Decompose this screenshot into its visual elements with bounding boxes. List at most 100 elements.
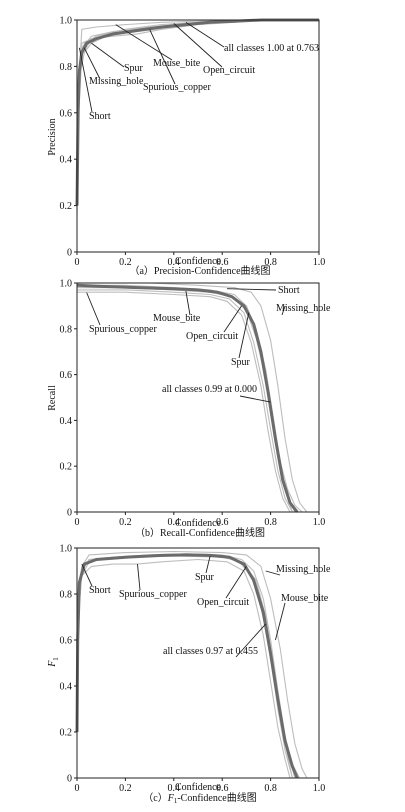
annotation-leader <box>223 305 242 333</box>
y-tick-label: 0.2 <box>60 201 73 212</box>
y-axis-label-sub: 1 <box>52 657 60 661</box>
y-tick-label: 0.4 <box>60 416 73 427</box>
x-tick-label: 0 <box>75 517 80 528</box>
series-line-spurious-copper <box>76 558 291 779</box>
y-tick-label: 0.6 <box>60 108 73 119</box>
y-tick-label: 0.2 <box>60 728 73 739</box>
x-tick-label: 0.2 <box>119 517 132 528</box>
x-tick-label: 0.8 <box>264 783 277 794</box>
x-tick-label: 0.4 <box>168 257 181 268</box>
annotation-leader <box>238 312 250 359</box>
annotation-leader <box>265 570 281 576</box>
annotation-label: all classes 1.00 at 0.763 <box>224 43 319 54</box>
plot-frame <box>76 547 320 779</box>
x-tick-label: 0.6 <box>216 517 229 528</box>
x-axis-label: Confidence <box>175 782 222 793</box>
x-tick-label: 0.4 <box>168 783 181 794</box>
y-axis-label: F1 <box>47 657 60 668</box>
x-tick-label: 0.2 <box>119 257 132 268</box>
annotation-leader <box>137 564 141 591</box>
x-tick-label: 1.0 <box>313 257 326 268</box>
annotation-label: all classes 0.99 at 0.000 <box>162 384 257 395</box>
x-axis-label: Confidence <box>175 518 222 529</box>
plot-frame <box>76 19 320 253</box>
y-tick-label: 0 <box>67 248 72 259</box>
series-line-all-classes <box>75 18 319 206</box>
annotation-label: Mouse_bite <box>153 313 201 324</box>
annotation-leader <box>173 23 223 68</box>
caption-sub: 1 <box>174 797 178 805</box>
annotation-label: Spur <box>231 357 251 368</box>
annotation-leader <box>185 290 191 316</box>
annotation-label: Spurious_copper <box>119 589 187 600</box>
plot-frame <box>76 282 320 513</box>
figure-caption: （b）Recall-Confidence曲线图 <box>135 526 265 539</box>
annotation-leader <box>83 47 101 80</box>
series-line-spurious-copper <box>77 291 291 513</box>
annotation-label: Mouse_bite <box>281 593 329 604</box>
y-axis-label: Recall <box>47 385 58 411</box>
y-tick-label: 0.4 <box>60 155 73 166</box>
figure-caption: （a）Precision-Confidence曲线图 <box>129 264 270 277</box>
annotation-leader <box>281 305 286 316</box>
annotation-leader <box>78 47 93 113</box>
y-tick-label: 0.8 <box>60 324 73 335</box>
annotation-label: Spur <box>124 63 144 74</box>
x-tick-label: 0.6 <box>216 257 229 268</box>
annotation-leader <box>185 21 225 48</box>
annotation-label: Mouse_bite <box>153 58 201 69</box>
y-tick-label: 0.8 <box>60 590 73 601</box>
x-tick-label: 0.4 <box>168 517 181 528</box>
plot-area <box>77 548 319 778</box>
x-axis-label: Confidence <box>175 256 222 267</box>
y-tick-label: 1.0 <box>60 16 73 27</box>
annotation-leader <box>235 623 267 658</box>
annotation-label: Short <box>89 585 111 596</box>
figure-caption: （c）F1-Confidence曲线图 <box>143 791 257 805</box>
y-axis-label: Precision <box>47 118 58 155</box>
y-tick-label: 0 <box>67 774 72 785</box>
annotation-leader <box>205 555 211 574</box>
chart-panel-2: 0 0.2 0.4 0.6 0.8 1.0 0 0.2 0.4 0.6 0.8 1.0 Confiden… <box>47 279 331 540</box>
x-tick-label: 0.8 <box>264 257 277 268</box>
annotation-leader <box>86 292 101 326</box>
y-tick-label: 1.0 <box>60 279 73 290</box>
y-tick-label: 1.0 <box>60 544 73 555</box>
plot-area <box>77 20 319 252</box>
annotation-label: all classes 0.97 at 0.455 <box>163 646 258 657</box>
annotation-leader <box>91 42 125 68</box>
series-line-missing-hole <box>77 282 308 513</box>
y-tick-label: 0.6 <box>60 636 73 647</box>
chart-panel-3: 0 0.2 0.4 0.6 0.8 1.0 0 0.2 0.4 0.6 0.8 1.0 Confiden… <box>47 544 331 806</box>
annotation-leader <box>115 24 173 61</box>
annotation-label: Missing_hole <box>89 76 144 87</box>
caption-italic: F <box>167 793 175 804</box>
annotation-leader <box>225 566 247 599</box>
annotation-label: Missing_hole <box>276 303 331 314</box>
x-tick-label: 0 <box>75 257 80 268</box>
annotation-label: Open_circuit <box>186 331 238 342</box>
annotation-leader <box>149 29 176 85</box>
y-axis-label-main: F <box>47 660 58 668</box>
annotation-label: Spur <box>195 572 215 583</box>
annotation-leader <box>275 602 286 641</box>
x-tick-label: 1.0 <box>313 783 326 794</box>
annotation-label: Open_circuit <box>197 597 249 608</box>
annotation-leader <box>81 563 93 587</box>
x-tick-label: 0.6 <box>216 783 229 794</box>
x-tick-label: 0.2 <box>119 783 132 794</box>
annotation-leader <box>227 288 277 291</box>
caption-suffix: -Confidence曲线图 <box>177 791 256 804</box>
annotation-label: Short <box>278 285 300 296</box>
y-tick-label: 0.4 <box>60 682 73 693</box>
series-line-open-circuit <box>77 289 293 513</box>
annotation-label: Spurious_copper <box>89 324 157 335</box>
x-tick-label: 0 <box>75 783 80 794</box>
caption-prefix: （c） <box>143 792 167 804</box>
annotation-label: Missing_hole <box>276 564 331 575</box>
chart-panel-1: 0 0.2 0.4 0.6 0.8 1.0 0 0.2 0.4 0.6 0.8 1.0 Confiden… <box>47 16 325 278</box>
annotation-label: Spurious_copper <box>143 82 211 93</box>
series-line-all-classes <box>76 283 299 513</box>
y-tick-label: 0 <box>67 508 72 519</box>
